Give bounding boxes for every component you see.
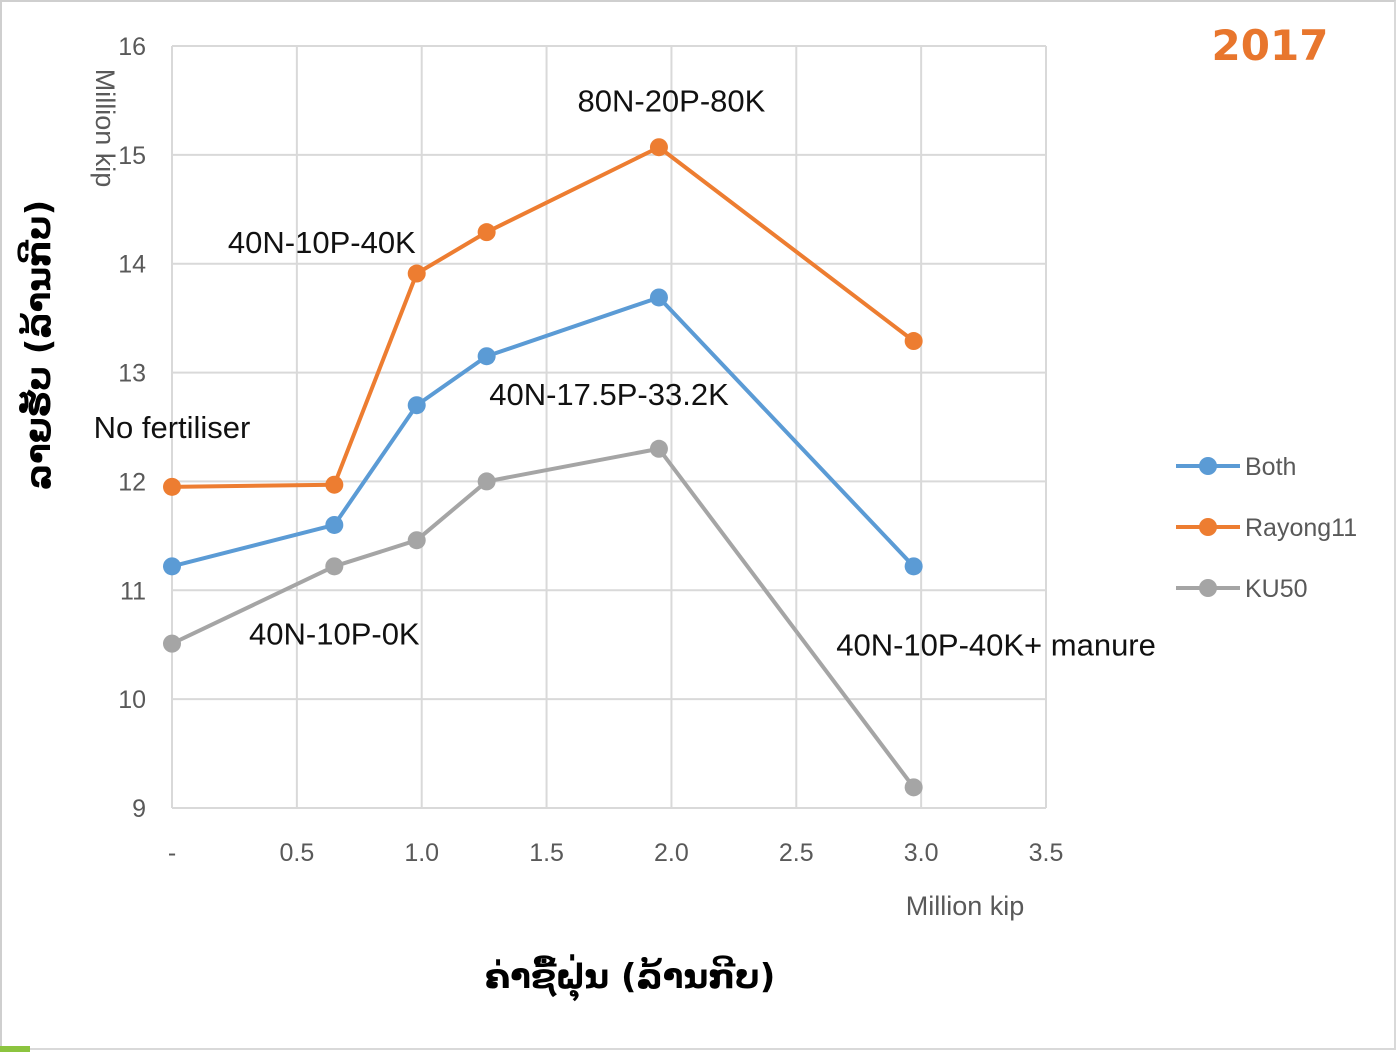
point-annotation: 80N-20P-80K xyxy=(578,83,766,118)
data-point xyxy=(904,778,923,797)
data-point xyxy=(477,347,496,366)
data-point xyxy=(163,557,181,576)
y-tick-label: 14 xyxy=(118,251,146,279)
x-tick-label: 2.5 xyxy=(779,839,814,867)
chart-title-year: 2017 xyxy=(1212,21,1329,70)
y-tick-label: 10 xyxy=(118,686,146,714)
legend-swatch-marker xyxy=(1199,457,1217,475)
legend-swatch-marker xyxy=(1199,518,1217,536)
y-tick-label: 11 xyxy=(120,577,146,605)
data-point xyxy=(407,531,426,550)
point-annotation: 40N-10P-40K+ manure xyxy=(836,628,1156,663)
slide-accent-bar xyxy=(0,1046,30,1052)
y-axis-title: ລາຍຮັບ (ລ້ານກີບ) xyxy=(17,200,59,490)
y-tick-label: 16 xyxy=(118,33,146,61)
y-tick-label: 9 xyxy=(132,795,146,823)
data-point xyxy=(325,557,344,576)
data-point xyxy=(163,477,181,496)
data-point xyxy=(407,264,426,283)
series-rayong11 xyxy=(163,138,923,496)
x-tick-label: - xyxy=(168,839,176,867)
data-point xyxy=(649,439,668,458)
data-point xyxy=(904,557,923,576)
x-tick-label: 1.5 xyxy=(529,839,564,867)
series-both xyxy=(163,288,923,576)
series-ku50 xyxy=(163,439,923,797)
grid-lines xyxy=(171,45,1047,809)
series-line xyxy=(171,295,916,569)
point-annotation: 40N-17.5P-33.2K xyxy=(489,377,729,412)
series-line xyxy=(171,145,915,489)
x-tick-label: 2.0 xyxy=(654,839,689,867)
y-tick-label: 15 xyxy=(118,142,146,170)
data-point xyxy=(649,288,668,307)
point-annotation: 40N-10P-0K xyxy=(249,617,420,652)
legend-swatch-marker xyxy=(1199,579,1217,597)
annotations: No fertiliser 40N-10P-0K 40N-10P-40K 40N-17… xyxy=(94,83,1156,662)
data-point xyxy=(325,475,344,494)
series-lines xyxy=(163,138,923,797)
series-line xyxy=(171,446,916,789)
point-annotation: No fertiliser xyxy=(94,410,251,445)
y-tick-label: 12 xyxy=(118,468,146,496)
data-point xyxy=(477,223,496,242)
x-tick-label: 3.0 xyxy=(904,839,939,867)
data-point xyxy=(649,138,668,157)
legend[interactable]: Both Rayong11 KU50 xyxy=(1176,453,1357,603)
point-annotation: 40N-10P-40K xyxy=(228,225,416,260)
x-tick-label: 3.5 xyxy=(1029,839,1064,867)
legend-item-both: Both xyxy=(1176,453,1296,481)
data-point xyxy=(407,396,426,415)
axis-ticks: 9 10 11 12 13 14 15 16 - 0.5 1.0 1.5 2.0 2.5 3.0 3.5 xyxy=(118,33,1063,867)
x-tick-label: 0.5 xyxy=(279,839,314,867)
data-point xyxy=(904,332,923,351)
legend-label: KU50 xyxy=(1245,575,1308,603)
legend-item-ku50: KU50 xyxy=(1176,575,1308,603)
y-tick-label: 13 xyxy=(118,360,146,388)
legend-item-rayong11: Rayong11 xyxy=(1176,514,1357,542)
legend-label: Both xyxy=(1245,453,1296,481)
data-point xyxy=(477,472,496,491)
x-axis-title: ຄ່າຊື້ຝຸ່ນ (ລ້ານກີບ) xyxy=(485,954,776,1001)
legend-label: Rayong11 xyxy=(1245,514,1357,542)
x-tick-label: 1.0 xyxy=(404,839,439,867)
data-point xyxy=(163,634,181,653)
x-unit-label: Million kip xyxy=(906,891,1025,921)
data-point xyxy=(325,515,344,534)
y-unit-label: Million kip xyxy=(90,69,120,188)
